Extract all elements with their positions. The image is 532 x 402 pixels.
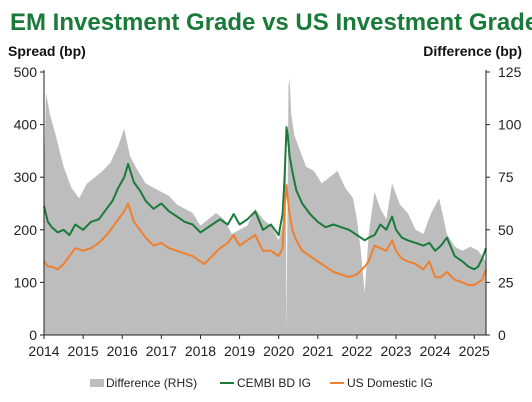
y-right-tick-label: 100 [498, 117, 522, 133]
series-difference-rhs [44, 78, 486, 336]
y-left-tick-label: 100 [14, 274, 38, 290]
y-right-tick-label: 125 [498, 64, 522, 80]
chart-title: EM Investment Grade vs US Investment Gra… [10, 9, 532, 36]
series-us-domestic-ig [43, 184, 487, 286]
legend-swatch-difference [90, 379, 104, 387]
x-tick-label: 2019 [224, 343, 255, 359]
x-tick-label: 2020 [263, 343, 294, 359]
x-tick-label: 2017 [146, 343, 177, 359]
legend-label-us: US Domestic IG [347, 376, 433, 390]
y-left-tick-label: 400 [14, 117, 38, 133]
difference-area-layer [44, 78, 486, 336]
x-tick-label: 2015 [68, 343, 99, 359]
y-left-tick-label: 500 [14, 64, 38, 80]
y-axis-left-title: Spread (bp) [8, 43, 86, 59]
y-left-tick-label: 200 [14, 222, 38, 238]
y-right-tick-label: 50 [498, 222, 514, 238]
x-tick-label: 2014 [28, 343, 59, 359]
plot-area: 0 100 200 300 400 500 0 25 50 75 100 125 2014 2015 201… [14, 64, 522, 359]
x-tick-label: 2025 [459, 343, 490, 359]
series-cembi-bd-ig [43, 126, 487, 271]
x-tick-label: 2023 [380, 343, 411, 359]
x-tick-label: 2024 [420, 343, 451, 359]
y-left-tick-label: 300 [14, 169, 38, 185]
legend-label-cembi: CEMBI BD IG [237, 376, 311, 390]
y-right-tick-label: 25 [498, 274, 514, 290]
legend-label-difference: Difference (RHS) [106, 376, 197, 390]
spread-lines-layer [43, 126, 487, 286]
x-tick-label: 2018 [185, 343, 216, 359]
x-tick-label: 2021 [302, 343, 333, 359]
legend: Difference (RHS) CEMBI BD IG US Domestic… [90, 376, 433, 390]
y-right-tick-label: 0 [498, 327, 506, 343]
y-axis-right-title: Difference (bp) [423, 43, 522, 59]
axes: 0 100 200 300 400 500 0 25 50 75 100 125 2014 2015 201… [14, 64, 522, 359]
y-right-tick-label: 75 [498, 169, 514, 185]
x-tick-label: 2016 [107, 343, 138, 359]
x-tick-label: 2022 [341, 343, 372, 359]
y-left-tick-label: 0 [29, 327, 37, 343]
